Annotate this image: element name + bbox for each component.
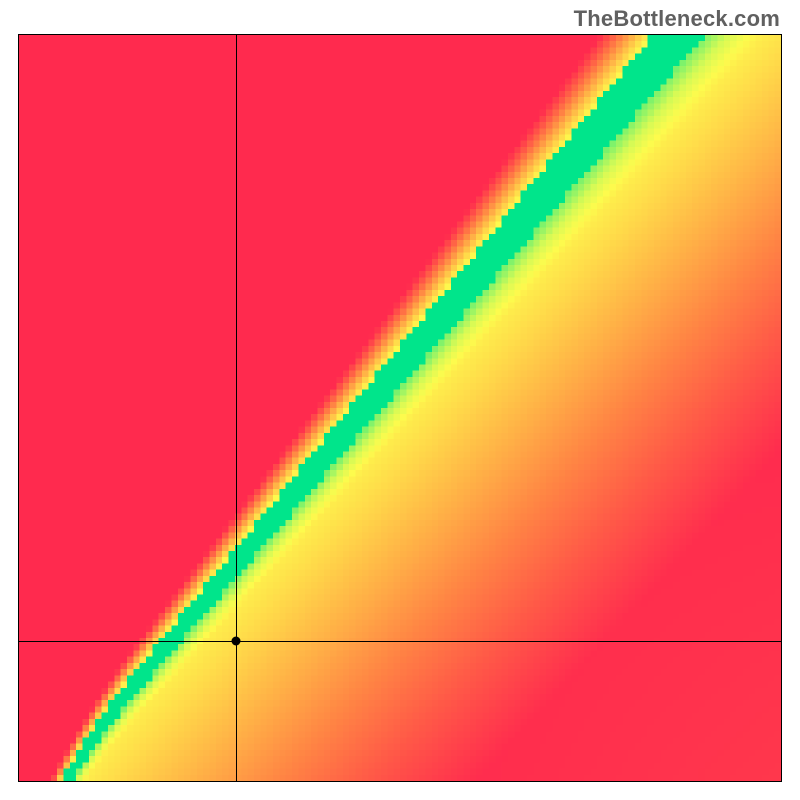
heatmap-canvas — [19, 35, 781, 781]
chart-container: TheBottleneck.com — [0, 0, 800, 800]
selected-point-marker — [232, 636, 241, 645]
heatmap-plot-area — [18, 34, 782, 782]
watermark-text: TheBottleneck.com — [574, 6, 780, 32]
crosshair-horizontal — [19, 641, 781, 642]
crosshair-vertical — [236, 35, 237, 781]
